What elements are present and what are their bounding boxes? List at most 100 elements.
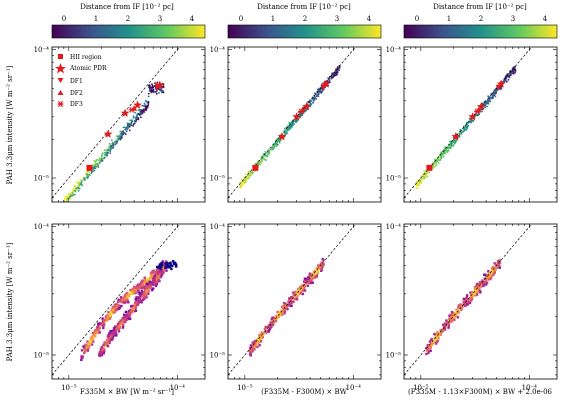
scatter-point [313,92,316,95]
scatter-point [299,116,301,119]
scatter-point [419,180,422,183]
density-cell [475,287,478,290]
scatter-point [419,179,421,181]
scatter-point [64,203,66,205]
scatter-point [513,68,516,71]
scatter-point [143,102,146,105]
density-cell [157,275,160,279]
density-cell [141,284,144,287]
scatter-point [448,140,451,143]
colorbar-tick: 1 [271,15,275,23]
density-cell [134,298,137,301]
density-cell [145,291,148,294]
scatter-point [98,162,101,164]
density-cell [476,288,479,291]
density-cell [103,344,107,347]
density-cell [154,282,157,285]
scatter-point [118,136,121,138]
legend-label: DF2 [70,90,83,97]
hii-marker [426,164,433,171]
density-cell [443,326,446,330]
scatter-point [97,166,100,168]
density-cell [112,307,116,311]
colorbar-tick: 2 [303,15,307,23]
density-cell [153,278,156,281]
density-cell [295,298,299,301]
density-cell [292,294,295,297]
density-cell [306,276,310,279]
density-cell [259,340,263,343]
y-tick-label: 10⁻⁴ [210,46,226,54]
density-cell [159,270,162,274]
scatter-point [140,116,142,119]
scatter-point [267,153,269,156]
colorbar-tick: 1 [447,15,451,23]
density-cell [487,278,490,281]
colorbar-tick: 0 [415,15,419,23]
density-cell [99,323,102,326]
density-cell [469,291,472,294]
density-cell [431,342,434,346]
density-cell [438,332,441,336]
colorbar-tick: 4 [367,15,372,23]
density-cell [291,301,294,304]
scatter-point [75,181,78,184]
scatter-point [247,171,250,174]
density-cell [155,265,159,269]
scatter-point [338,69,340,71]
scatter-point [442,152,444,155]
scatter-point [505,76,508,79]
scatter-point [69,193,71,195]
density-cell [132,307,135,311]
density-cell [117,298,120,301]
density-cell [148,277,152,280]
scatter-point [486,99,489,102]
y-tick-label: 10⁻⁴ [386,46,402,54]
density-cell [286,307,289,311]
scatter-point [449,147,452,149]
density-cell [112,311,116,314]
density-cell [83,350,87,353]
scatter-point [321,83,323,85]
density-cell [495,266,499,269]
scatter-point [317,95,320,98]
scatter-point [92,167,95,170]
density-cell [443,322,446,325]
scatter-point [147,92,150,95]
density-cell [450,316,453,319]
density-cell [459,303,462,306]
density-cell [143,285,146,289]
scatter-point [137,118,140,121]
density-cell [86,349,90,352]
density-cell [174,263,177,266]
density-cell [171,260,175,263]
density-cell [485,281,489,285]
scatter-point [423,175,426,178]
density-cell [296,290,299,294]
density-cell [426,344,429,347]
density-cell [137,290,140,293]
scatter-point [428,171,431,174]
scatter-point [472,119,475,122]
scatter-point [152,86,155,89]
scatter-point [424,170,427,173]
scatter-point [114,143,117,146]
density-cell [106,342,109,345]
scatter-point [101,153,103,155]
density-cell [133,310,136,313]
df3-marker-stroke [474,108,480,115]
density-cell [436,331,439,334]
density-cell [470,299,473,302]
density-cell [120,300,123,303]
density-cell [305,278,308,281]
density-cell [280,312,283,315]
y-tick-label: 10⁻⁴ [34,223,50,231]
density-cell [271,321,274,325]
density-cell [100,347,103,351]
plot-area [404,47,532,199]
panel-bottom-left: 10⁻⁵ 10⁻⁴ 10⁻⁵ 10⁻⁴ [34,223,206,392]
density-cell [316,264,320,267]
density-cell [464,303,468,306]
density-cell [92,333,95,336]
scatter-point [487,95,489,98]
